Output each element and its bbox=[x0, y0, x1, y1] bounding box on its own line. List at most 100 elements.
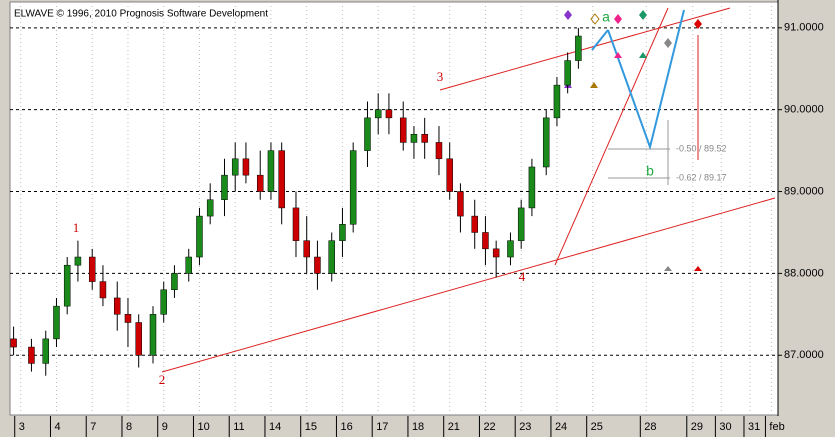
candle-body bbox=[124, 314, 132, 323]
x-tick-label: 14 bbox=[269, 421, 281, 433]
marker bbox=[564, 10, 572, 20]
candle-body bbox=[74, 256, 82, 266]
x-tick-label: 15 bbox=[305, 421, 317, 433]
candle-body bbox=[149, 314, 157, 356]
candle-body bbox=[267, 150, 275, 192]
candle-body bbox=[542, 117, 550, 168]
candle-body bbox=[364, 117, 371, 151]
candle-body bbox=[528, 166, 536, 209]
marker bbox=[614, 52, 622, 58]
candle-body bbox=[410, 133, 418, 143]
chart-title: ELWAVE © 1996, 2010 Prognosis Software D… bbox=[14, 9, 268, 20]
marker bbox=[664, 266, 672, 271]
x-tick-label: 30 bbox=[719, 421, 731, 433]
candle-body bbox=[256, 174, 264, 192]
y-tick-label: 90.0000 bbox=[784, 104, 824, 116]
candle-body bbox=[53, 305, 60, 340]
fib-label: -0.50 / 89.52 bbox=[676, 143, 727, 153]
x-tick-label: 23 bbox=[519, 421, 531, 433]
candle-body bbox=[564, 60, 571, 86]
candle-body bbox=[10, 338, 17, 348]
candle-body bbox=[471, 215, 478, 233]
candle-body bbox=[492, 248, 500, 258]
candle-body bbox=[349, 150, 357, 225]
x-axis-panel bbox=[0, 416, 779, 437]
y-tick-label: 88.0000 bbox=[784, 267, 824, 279]
channel-line bbox=[161, 197, 776, 373]
candle-body bbox=[292, 207, 300, 241]
candle-body bbox=[303, 240, 310, 258]
y-tick-label: 91.0000 bbox=[784, 22, 824, 34]
x-tick-label: 29 bbox=[691, 421, 703, 433]
x-tick-label: 4 bbox=[54, 421, 60, 433]
candle-body bbox=[63, 264, 71, 307]
candle-body bbox=[88, 256, 96, 282]
candle-body bbox=[482, 232, 489, 250]
candle-body bbox=[553, 84, 561, 119]
candle-body bbox=[278, 150, 285, 209]
candle-body bbox=[399, 117, 407, 143]
x-tick-label: 17 bbox=[376, 421, 388, 433]
wave-label: 1 bbox=[73, 220, 80, 235]
projection-line bbox=[554, 7, 669, 266]
candle-body bbox=[385, 109, 393, 119]
x-tick-label: 18 bbox=[412, 421, 424, 433]
x-tick-label: 8 bbox=[126, 421, 132, 433]
candle-body bbox=[221, 174, 228, 200]
fib-label: -0.62 / 89.17 bbox=[676, 172, 727, 182]
marker bbox=[694, 266, 702, 271]
x-tick-label: 25 bbox=[591, 421, 603, 433]
candle-body bbox=[99, 281, 107, 299]
marker bbox=[614, 14, 622, 24]
candle-body bbox=[160, 289, 167, 315]
candle-body bbox=[206, 199, 214, 217]
marker bbox=[590, 13, 600, 25]
candle-body bbox=[185, 256, 192, 274]
x-tick-label: 24 bbox=[555, 421, 567, 433]
candle-body bbox=[231, 158, 239, 176]
projection-path bbox=[607, 9, 685, 151]
candle-body bbox=[28, 346, 35, 364]
candle-body bbox=[575, 35, 582, 61]
wave-label: 2 bbox=[159, 372, 166, 387]
marker bbox=[639, 52, 647, 58]
x-tick-label: 10 bbox=[197, 421, 209, 433]
candle-body bbox=[374, 109, 382, 119]
marker bbox=[664, 38, 672, 48]
wave-label: 4 bbox=[519, 269, 526, 284]
wave-label: b bbox=[646, 163, 654, 179]
marker bbox=[590, 82, 598, 88]
candle-body bbox=[446, 158, 453, 192]
y-axis-panel bbox=[779, 0, 835, 437]
x-tick-label: 31 bbox=[748, 421, 760, 433]
candle-body bbox=[517, 207, 525, 241]
x-tick-label: 11 bbox=[233, 421, 244, 433]
projection-path bbox=[591, 29, 609, 51]
candle-body bbox=[435, 142, 443, 160]
wave-label: a bbox=[602, 9, 610, 25]
x-tick-label: 22 bbox=[483, 421, 495, 433]
candle-body bbox=[339, 224, 346, 241]
y-tick-label: 89.0000 bbox=[784, 185, 824, 197]
candle-body bbox=[42, 338, 49, 364]
candle-body bbox=[507, 240, 514, 258]
marker bbox=[694, 19, 702, 29]
x-tick-label: feb bbox=[769, 421, 784, 433]
candle-body bbox=[196, 215, 203, 258]
x-tick-label: 9 bbox=[162, 421, 168, 433]
x-tick-label: 21 bbox=[448, 421, 460, 433]
candle-body bbox=[328, 240, 335, 274]
plot-area bbox=[9, 1, 779, 416]
wave-label: 3 bbox=[437, 69, 444, 84]
candle-body bbox=[421, 133, 428, 143]
candle-body bbox=[171, 273, 178, 291]
candle-body bbox=[242, 158, 250, 176]
x-tick-label: 7 bbox=[90, 421, 96, 433]
x-tick-label: 16 bbox=[340, 421, 352, 433]
x-tick-label: 3 bbox=[19, 421, 25, 433]
candle-body bbox=[135, 322, 142, 356]
candle-body bbox=[457, 191, 464, 217]
candle-body bbox=[113, 297, 121, 315]
y-tick-label: 87.0000 bbox=[784, 349, 824, 361]
